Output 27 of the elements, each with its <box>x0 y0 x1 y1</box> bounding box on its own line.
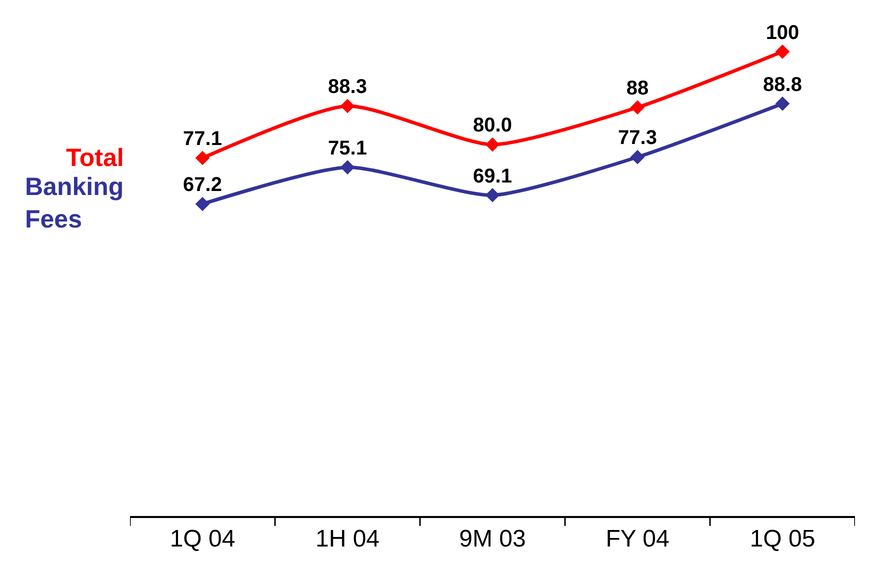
point <box>630 150 645 164</box>
data-label: 100 <box>766 22 800 44</box>
point <box>485 137 500 152</box>
data-label: 67.2 <box>183 174 222 196</box>
x-tick-label: 1Q 05 <box>750 526 816 553</box>
point <box>340 160 355 174</box>
x-tick-label: 1H 04 <box>315 526 380 553</box>
point <box>340 98 355 114</box>
data-label: 77.3 <box>618 127 657 150</box>
text: Banking Fees <box>25 173 124 234</box>
data-label: 88.3 <box>328 76 367 98</box>
data-label: 69.1 <box>473 165 512 188</box>
point <box>485 188 500 202</box>
data-label: 77.1 <box>183 128 222 150</box>
point <box>195 196 210 212</box>
x-tick-label: 9M 03 <box>459 526 526 553</box>
data-label: 75.1 <box>328 137 367 160</box>
x-tick-label: FY 04 <box>606 526 670 553</box>
point <box>630 100 645 115</box>
point <box>775 96 790 111</box>
x-tick-label: 1Q 04 <box>170 526 236 553</box>
data-label: 88.8 <box>763 74 802 96</box>
data-label: 88 <box>626 78 649 100</box>
data-label: 80.0 <box>473 114 512 137</box>
text: Total <box>66 144 124 172</box>
point <box>195 150 210 166</box>
point <box>775 44 790 59</box>
